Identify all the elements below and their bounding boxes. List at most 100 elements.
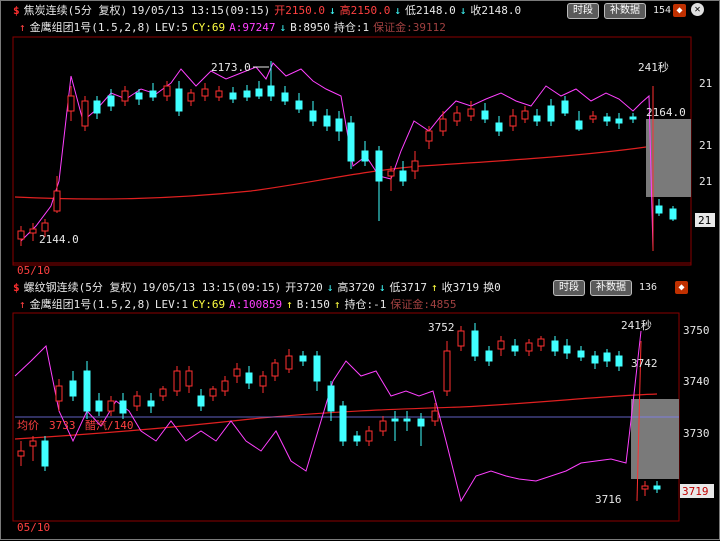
chart1-ma-line [14, 146, 647, 200]
candle-body [197, 395, 205, 407]
candle-body [133, 395, 141, 407]
candle-body [481, 110, 489, 120]
candle-body [425, 130, 433, 142]
chart2-header: $ 螺纹钢连续(5分 复权) 19/05/13 13:15(09:15) 开3720 ↓… [13, 281, 501, 294]
dollar-icon: $ [13, 4, 20, 17]
candle-body [255, 88, 263, 97]
settings-icon[interactable]: ◆ [673, 4, 686, 17]
candle-body [69, 380, 77, 397]
chart2-settings-icon[interactable]: ◆ [675, 281, 688, 294]
candle-body [669, 208, 677, 220]
chart1-axis-3: 21 [699, 175, 712, 188]
chart1-date: 05/10 [17, 264, 50, 277]
chart1-price-right: 2164.0 [646, 106, 686, 119]
candle-body [615, 118, 623, 124]
candle-body [391, 418, 399, 422]
chart2-low-mark: 3716 [595, 493, 622, 506]
candle-body [209, 388, 217, 397]
chart2-ma-line [14, 393, 658, 440]
candle-body [17, 450, 25, 457]
candle-body [149, 90, 157, 98]
candle-body [201, 88, 209, 97]
chart1-period-button[interactable]: 时段 [567, 3, 599, 19]
candle-body [285, 355, 293, 370]
candle-body [335, 118, 343, 132]
chart2-seconds: 241秒 [621, 318, 652, 332]
candle-body [629, 116, 637, 120]
chart2-lev: LEV:1 [154, 298, 188, 311]
chart1-b: B:8950 [290, 21, 330, 34]
candle-body [281, 92, 289, 102]
candle-body [313, 355, 321, 382]
chart1-high: 高2150.0 [339, 4, 391, 17]
candle-body [323, 115, 331, 127]
candle-body [107, 400, 115, 412]
candle-body [653, 485, 661, 490]
chart2-axis-3750: 3750 [683, 324, 710, 337]
candle-body [233, 368, 241, 377]
candle-body [575, 120, 583, 130]
candle-body [119, 400, 127, 414]
candle-body [147, 400, 155, 407]
chart1-datetime: 19/05/13 13:15(09:15) [131, 4, 271, 17]
chart2-mid-text: 醋汽/140 [85, 418, 134, 432]
candle-body [537, 338, 545, 347]
candle-body [375, 150, 383, 182]
candle-body [561, 100, 569, 114]
candle-body [29, 228, 37, 234]
dollar-icon: $ [13, 281, 20, 294]
candle-body [299, 355, 307, 362]
chart1-seconds: 241秒 [638, 60, 669, 74]
chart2-datetime: 19/05/13 13:15(09:15) [142, 281, 282, 294]
chart2-period-button[interactable]: 时段 [553, 280, 585, 296]
candle-body [655, 205, 663, 214]
candle-body [361, 150, 369, 162]
candle-body [215, 90, 223, 98]
candle-body [95, 400, 103, 412]
candle-body [591, 355, 599, 364]
chart2-b: B:150 [296, 298, 330, 311]
candle-body [495, 122, 503, 132]
close-icon[interactable]: ✕ [691, 3, 704, 16]
candle-body [135, 92, 143, 100]
chart1-low-mark: 2144.0 [39, 233, 79, 246]
chart2-counter: 136 [639, 282, 658, 293]
chart2-axis-3730: 3730 [683, 427, 710, 440]
candle-body [353, 435, 361, 442]
candle-body [309, 110, 317, 122]
candle-body [379, 420, 387, 432]
chart2-a: A:100859 [229, 298, 283, 311]
chart2-title: 螺纹钢连续(5分 复权) [23, 281, 139, 294]
chart1-indicator-line: ↑ 金鹰组团1号(1.5,2,8) LEV:5 CY:69 A:97247 ↓ B:8950… [19, 21, 446, 34]
candle-body [603, 116, 611, 122]
candle-body [173, 370, 181, 392]
candle-body [497, 340, 505, 350]
candle-body [547, 105, 555, 122]
candle-body [641, 485, 649, 490]
chart1-supplement-button[interactable]: 补数据 [604, 3, 646, 19]
candle-body [243, 90, 251, 98]
chart1-header: $ 焦炭连续(5分 复权) 19/05/13 13:15(09:15) 开2150.0… [13, 4, 522, 17]
candle-body [121, 90, 129, 102]
chart1-counter: 154 [653, 5, 672, 16]
chart1-close: 收2148.0 [470, 4, 522, 17]
candle-body [163, 85, 171, 97]
chart2-close: 收3719 [441, 281, 480, 294]
chart1-margin: 保证金:39112 [373, 21, 446, 34]
candle-body [521, 110, 529, 120]
candle-body [187, 92, 195, 102]
chart2-indicator-line: ↑ 金鹰组团1号(1.5,2,8) LEV:1 CY:69 A:100859 ↑ B:150… [19, 298, 457, 311]
candle-body [577, 350, 585, 358]
chart1-cy: CY:69 [191, 21, 226, 34]
chart1-open: 开2150.0 [274, 4, 325, 17]
candle-body [411, 160, 419, 172]
chart2-hold: 持仓:-1 [344, 298, 387, 311]
chart2-indicator-line-plot [14, 330, 642, 503]
candle-body [439, 118, 447, 132]
candle-body [603, 352, 611, 362]
candle-body [589, 115, 597, 120]
chart2-change: 换0 [483, 281, 501, 294]
chart2-high-mark: 3752 [428, 321, 455, 334]
chart2-supplement-button[interactable]: 补数据 [590, 280, 632, 296]
